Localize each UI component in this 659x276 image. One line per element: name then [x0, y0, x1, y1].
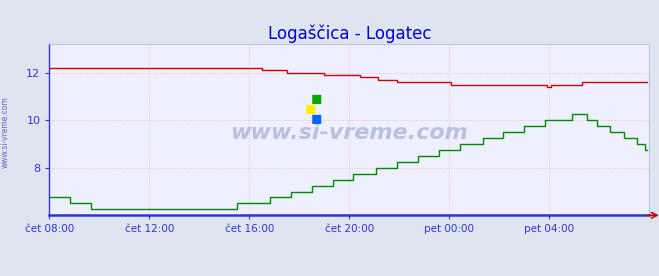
Text: ◼: ◼	[310, 112, 322, 126]
Text: www.si-vreme.com: www.si-vreme.com	[1, 97, 10, 168]
Text: www.si-vreme.com: www.si-vreme.com	[231, 123, 468, 143]
Text: ◼: ◼	[310, 92, 322, 106]
Title: Logaščica - Logatec: Logaščica - Logatec	[268, 24, 431, 43]
Text: ◼: ◼	[304, 102, 316, 116]
